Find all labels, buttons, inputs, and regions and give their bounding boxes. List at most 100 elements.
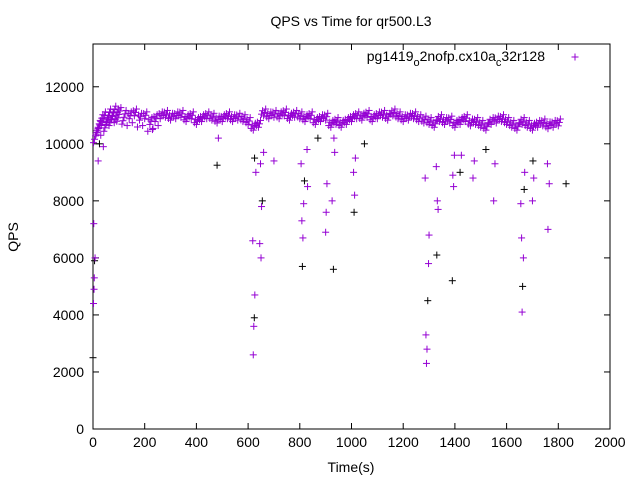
data-point <box>249 237 257 245</box>
data-point <box>187 115 195 123</box>
data-point <box>93 128 101 136</box>
data-point <box>529 157 537 165</box>
data-point <box>327 123 335 131</box>
data-point <box>390 108 398 116</box>
data-point <box>246 114 254 122</box>
data-point <box>142 111 150 119</box>
data-point <box>99 143 107 151</box>
data-point <box>425 120 433 128</box>
data-point <box>214 134 222 142</box>
data-point <box>208 116 216 124</box>
data-point <box>554 122 562 130</box>
data-point <box>105 122 113 130</box>
data-point <box>479 116 487 124</box>
data-point <box>423 345 431 353</box>
chart-title: QPS vs Time for qr500.L3 <box>270 13 431 29</box>
data-point <box>473 117 481 125</box>
x-tick-label: 600 <box>236 434 260 450</box>
data-point <box>198 118 206 126</box>
x-tick-label: 1400 <box>439 434 470 450</box>
data-point <box>491 160 499 168</box>
data-point <box>258 197 266 205</box>
data-point <box>143 108 151 116</box>
y-tick-label: 12000 <box>45 79 84 95</box>
data-point <box>241 111 249 119</box>
data-point <box>509 120 517 128</box>
legend-label: pg1419o2nofp.cx10ac32r128 <box>367 48 545 69</box>
data-point <box>301 118 309 126</box>
data-point <box>99 115 107 123</box>
x-axis-label: Time(s) <box>328 459 375 475</box>
data-point <box>314 134 322 142</box>
data-point <box>139 122 147 130</box>
data-point <box>257 116 265 124</box>
data-point <box>275 115 283 123</box>
data-point <box>484 119 492 127</box>
data-point <box>544 225 552 233</box>
data-point <box>519 282 527 290</box>
data-point <box>260 112 268 120</box>
data-point <box>258 203 266 211</box>
data-point <box>298 217 306 225</box>
data-point <box>523 123 531 131</box>
plot-frame <box>92 43 611 430</box>
data-point <box>483 123 491 131</box>
data-point <box>298 262 306 270</box>
data-point <box>437 111 445 119</box>
data-point <box>432 163 440 171</box>
data-point <box>161 113 169 121</box>
data-point <box>130 112 138 120</box>
data-point <box>422 359 430 367</box>
data-point <box>410 115 418 123</box>
data-point <box>250 322 258 330</box>
data-point <box>116 107 124 115</box>
data-point <box>478 120 486 128</box>
data-point <box>350 208 358 216</box>
data-point <box>518 308 526 316</box>
data-point <box>365 106 373 114</box>
data-point <box>330 134 338 142</box>
data-point <box>450 183 458 191</box>
data-point <box>125 115 133 123</box>
data-point <box>333 117 341 125</box>
data-point <box>172 115 180 123</box>
data-point <box>530 174 538 182</box>
x-tick-label: 0 <box>89 434 97 450</box>
data-point <box>404 116 412 124</box>
data-point <box>148 126 156 134</box>
data-point <box>323 113 331 121</box>
data-point <box>192 120 200 128</box>
data-point <box>114 114 122 122</box>
data-point <box>324 109 332 117</box>
data-point <box>218 118 226 126</box>
data-point <box>92 132 100 140</box>
data-point <box>350 168 358 176</box>
data-point <box>525 116 533 124</box>
data-point <box>257 254 265 262</box>
data-point <box>510 116 518 124</box>
data-point <box>298 108 306 116</box>
data-point <box>213 119 221 127</box>
data-point <box>477 123 485 131</box>
data-point <box>451 123 459 131</box>
data-point <box>358 116 366 124</box>
data-point <box>113 117 121 125</box>
data-point <box>457 151 465 159</box>
data-point <box>120 113 128 121</box>
data-point <box>380 110 388 118</box>
data-point <box>213 161 221 169</box>
data-point <box>296 115 304 123</box>
data-point <box>331 148 339 156</box>
data-point <box>303 146 311 154</box>
data-point <box>448 112 456 120</box>
x-tick-label: 1800 <box>543 434 574 450</box>
data-point <box>515 119 523 127</box>
data-point <box>521 168 529 176</box>
data-point <box>482 146 490 154</box>
data-point <box>103 117 111 125</box>
data-point <box>433 197 441 205</box>
data-point <box>262 105 270 113</box>
data-point <box>297 111 305 119</box>
data-point <box>520 114 528 122</box>
